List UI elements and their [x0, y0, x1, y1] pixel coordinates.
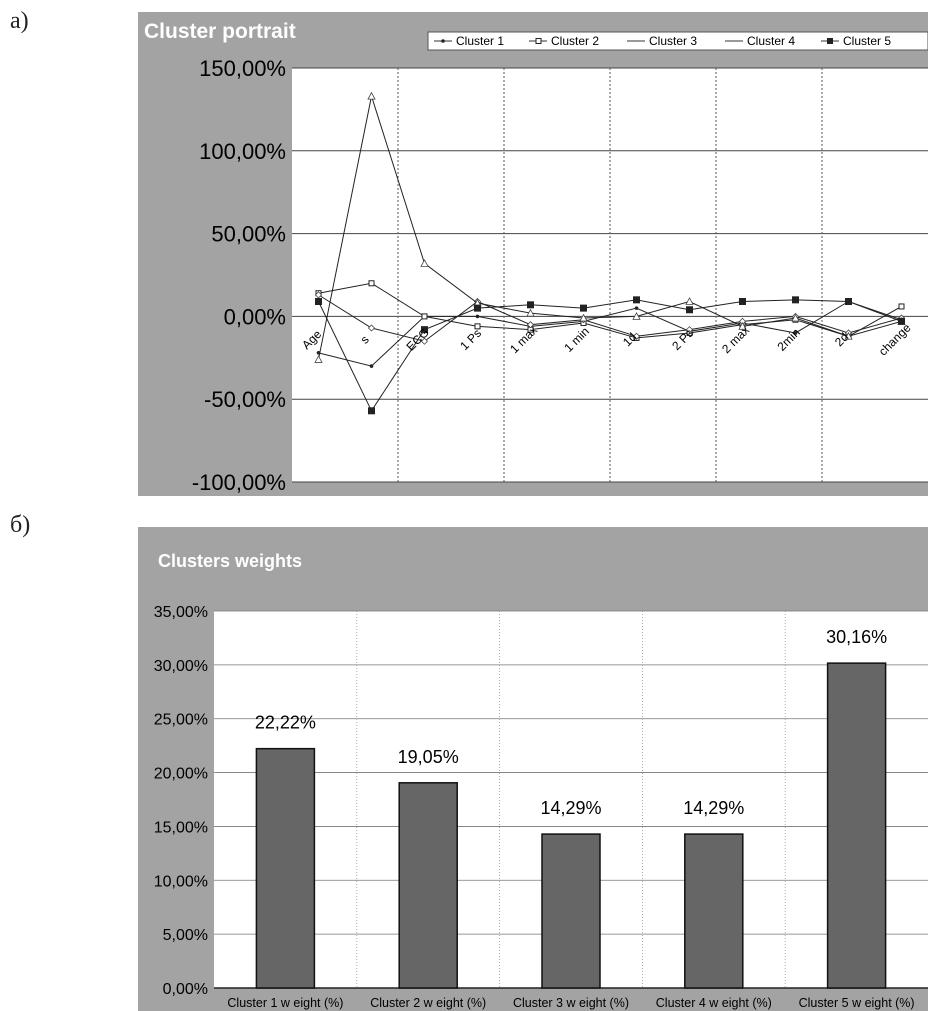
- series-3-point: [632, 332, 641, 340]
- series-5-point: [527, 301, 534, 309]
- series-line-4: [318, 94, 902, 360]
- bar-data-label: 19,05%: [398, 747, 459, 767]
- y-tick-label: 0,00%: [163, 981, 208, 998]
- panel-label-a: а): [10, 8, 29, 34]
- series-3-point: [420, 337, 429, 345]
- legend-marker: [441, 39, 445, 43]
- legend-entry-label: Cluster 1: [456, 34, 504, 48]
- bar-data-label: 30,16%: [826, 627, 887, 647]
- series-line-5: [318, 299, 902, 412]
- legend-marker: [535, 38, 542, 44]
- series-4-point: [685, 297, 694, 305]
- bar-data-label: 14,29%: [540, 798, 601, 818]
- series-5-point: [792, 296, 799, 304]
- y-tick-label: 35,00%: [154, 604, 208, 621]
- series-3-point: [367, 324, 376, 332]
- bar-3: [541, 833, 601, 989]
- bar-1: [255, 747, 316, 989]
- series-3-point: [685, 326, 694, 334]
- legend-entry-label: Cluster 2: [551, 34, 599, 48]
- series-line-2: [318, 282, 902, 339]
- y-tick-label: -100,00%: [192, 470, 286, 495]
- series-4-point: [420, 259, 429, 267]
- series-1-point: [793, 331, 798, 335]
- x-category-label: Cluster 5 w eight (%): [799, 996, 915, 1010]
- y-tick-label: 20,00%: [154, 766, 208, 783]
- y-tick-label: 30,00%: [154, 658, 208, 675]
- y-tick-label: 0,00%: [224, 304, 286, 329]
- series-3-point: [314, 291, 323, 299]
- series-5-point: [739, 297, 746, 305]
- x-category-label: Cluster 3 w eight (%): [513, 996, 629, 1010]
- y-tick-label: 10,00%: [154, 873, 208, 890]
- legend-entry-label: Cluster 3: [649, 34, 697, 48]
- bar-5: [826, 662, 887, 989]
- series-1-point: [634, 306, 639, 310]
- series-5-point: [845, 297, 852, 305]
- series-4-point: [367, 91, 376, 100]
- series-1-point: [475, 314, 480, 319]
- series-4-point: [579, 313, 588, 322]
- series-4-point: [738, 321, 747, 330]
- bar-2: [398, 782, 458, 989]
- x-category-label: Cluster 2 w eight (%): [370, 996, 486, 1010]
- x-category-label: Cluster 4 w eight (%): [656, 996, 772, 1010]
- series-4-point: [632, 312, 641, 320]
- series-5-point: [421, 326, 428, 334]
- plot-area: [292, 68, 928, 482]
- series-5-point: [315, 297, 322, 305]
- series-2-point: [474, 323, 481, 330]
- series-5-point: [686, 306, 693, 314]
- series-line-1: [318, 300, 902, 367]
- chart-title: Cluster portrait: [144, 20, 296, 43]
- y-tick-label: 50,00%: [211, 222, 286, 247]
- y-tick-label: 150,00%: [199, 56, 286, 81]
- legend-marker: [827, 38, 833, 44]
- series-4-point: [526, 308, 535, 317]
- y-tick-label: 25,00%: [154, 712, 208, 729]
- series-5-point: [580, 304, 587, 312]
- series-5-point: [474, 304, 481, 312]
- y-tick-label: 100,00%: [199, 139, 286, 164]
- series-4-point: [844, 331, 853, 340]
- cluster-portrait-chart: Cluster portrait 150,00% 100,00% 50,00% 0,0…: [138, 12, 928, 496]
- bar-data-label: 22,22%: [255, 713, 316, 733]
- series-2-point: [898, 303, 905, 310]
- bar-data-label: 14,29%: [683, 798, 744, 818]
- series-5-point: [368, 407, 375, 415]
- legend-entry-label: Cluster 5: [843, 34, 891, 48]
- y-tick-label: 5,00%: [163, 927, 208, 944]
- x-category-label: Cluster 1 w eight (%): [227, 996, 343, 1010]
- series-1-point: [369, 364, 374, 368]
- series-line-3: [318, 294, 902, 342]
- legend-box: [427, 31, 928, 51]
- series-4-point: [791, 313, 800, 322]
- panel-label-b: б): [10, 512, 31, 538]
- y-tick-label: 15,00%: [154, 819, 208, 836]
- legend: Cluster 1 Cluster 2 Cluster 3 Cluster 4 Clus…: [427, 31, 928, 51]
- series-5-point: [633, 296, 640, 304]
- legend-entry-label: Cluster 4: [747, 34, 795, 48]
- chart-title: Clusters weights: [158, 551, 302, 571]
- clusters-weights-chart: Clusters weights 35,00% 30,00% 25,00% 20,00…: [138, 527, 928, 1011]
- series-4-point: [314, 355, 323, 363]
- bar-4: [684, 833, 744, 989]
- y-tick-label: -50,00%: [204, 387, 286, 412]
- series-3-point: [526, 321, 535, 329]
- series-2-point: [421, 313, 428, 320]
- series-5-point: [898, 317, 905, 325]
- series-2-point: [368, 280, 375, 287]
